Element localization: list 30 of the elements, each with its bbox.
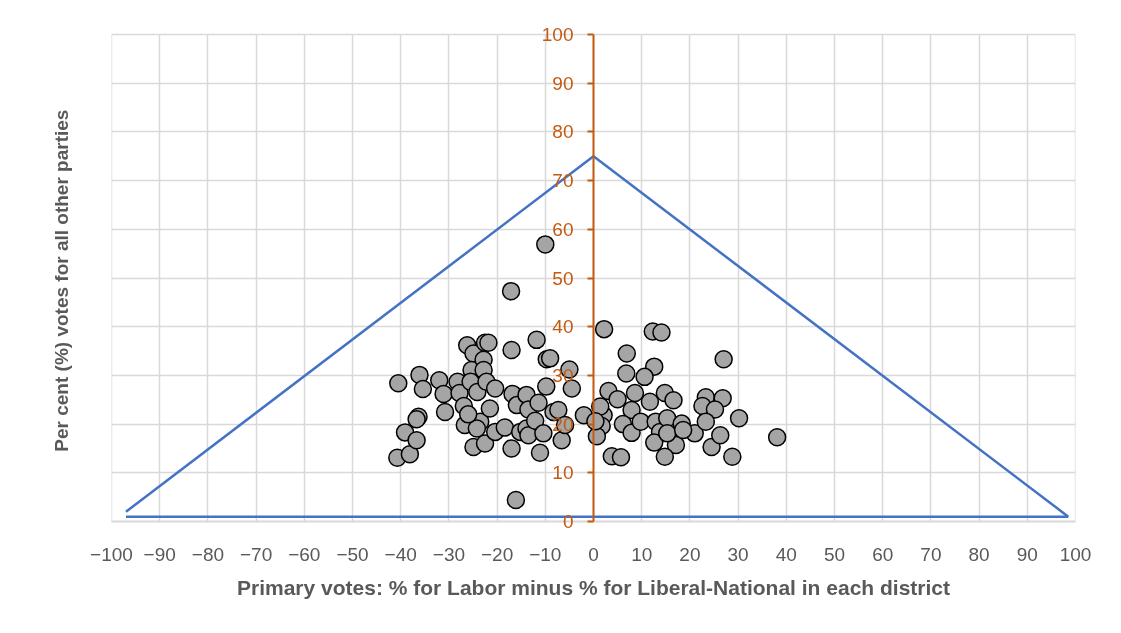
x-tick-label: −20 xyxy=(480,543,514,565)
x-tick-label: 20 xyxy=(679,543,701,565)
x-tick-label: 90 xyxy=(1016,543,1038,565)
x-tick-label: 40 xyxy=(775,543,797,565)
x-tick-label: −30 xyxy=(432,543,466,565)
x-tick-label: 100 xyxy=(1059,543,1092,565)
y-tick-label: 100 xyxy=(541,24,574,45)
x-tick-label: 80 xyxy=(968,543,990,565)
y-tick-label: 10 xyxy=(552,462,574,484)
y-tick-label: 40 xyxy=(552,316,574,338)
y-tick-label: 60 xyxy=(552,218,574,240)
x-tick-label: −100 xyxy=(90,543,133,565)
y-tick-label: 80 xyxy=(552,121,574,143)
x-tick-label: −10 xyxy=(529,543,562,565)
x-tick-label: −40 xyxy=(384,543,417,565)
x-tick-label: 0 xyxy=(588,543,599,565)
x-tick-label: 30 xyxy=(727,543,749,565)
y-tick-label: 90 xyxy=(552,72,574,94)
x-tick-label: 70 xyxy=(920,543,942,565)
x-tick-label: −80 xyxy=(191,543,225,565)
x-tick-label: −90 xyxy=(143,543,176,565)
x-tick-label: −60 xyxy=(288,543,321,565)
y-tick-label: 50 xyxy=(552,267,574,289)
y-axis-title: Per cent (%) votes for all other parties xyxy=(50,109,72,452)
x-tick-label: 60 xyxy=(872,543,894,565)
x-tick-label: 10 xyxy=(631,543,653,565)
x-axis-title: Primary votes: % for Labor minus % for Liberal-National in each district xyxy=(237,575,951,599)
x-tick-label: −70 xyxy=(239,543,273,565)
x-tick-label: 50 xyxy=(823,543,846,565)
x-tick-label: −50 xyxy=(336,543,369,565)
